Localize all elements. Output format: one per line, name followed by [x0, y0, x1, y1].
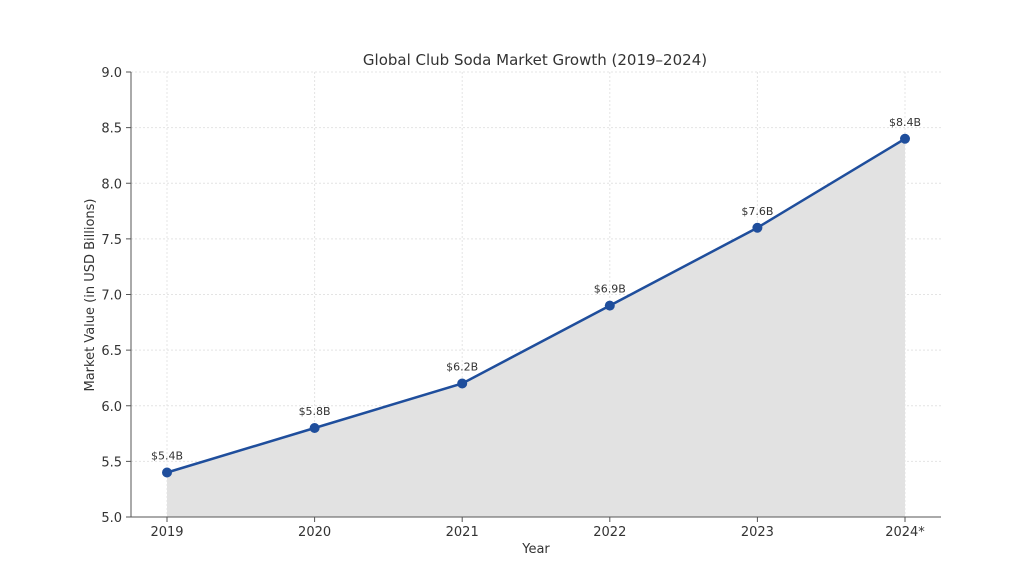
y-tick-label: 5.5: [101, 455, 122, 470]
y-tick-label: 9.0: [101, 66, 122, 81]
y-tick-label: 5.0: [101, 511, 122, 526]
y-tick-label: 8.5: [101, 122, 122, 137]
data-label: $6.9B: [594, 283, 626, 296]
chart-title: Global Club Soda Market Growth (2019–202…: [363, 51, 707, 69]
x-tick-label: 2019: [150, 525, 183, 540]
x-tick-label: 2022: [593, 525, 626, 540]
y-tick-label: 6.5: [101, 344, 122, 359]
series-line: [166, 137, 906, 474]
x-tick-label: 2024*: [885, 525, 925, 540]
data-label: $7.6B: [741, 205, 773, 218]
y-axis-label: Market Value (in USD Billions): [83, 198, 98, 391]
x-axis-label: Year: [521, 542, 550, 557]
y-tick-label: 7.0: [101, 289, 122, 304]
data-label: $6.2B: [446, 361, 478, 374]
data-label: $5.8B: [299, 405, 331, 418]
data-point: [752, 222, 763, 233]
data-point: [309, 423, 320, 433]
y-tick-label: 6.0: [101, 400, 122, 415]
data-label: $8.4B: [889, 116, 921, 129]
data-label: $5.4B: [151, 450, 183, 463]
y-tick-label: 7.5: [101, 233, 122, 248]
y-tick-label: 8.0: [101, 177, 122, 192]
data-point: [900, 133, 910, 144]
x-tick-label: 2023: [741, 525, 774, 540]
data-point: [162, 467, 172, 478]
x-tick-label: 2021: [446, 525, 479, 540]
x-tick-label: 2020: [298, 525, 331, 540]
data-point: [604, 300, 615, 311]
data-point: [457, 378, 468, 389]
area-fill: [167, 138, 905, 517]
